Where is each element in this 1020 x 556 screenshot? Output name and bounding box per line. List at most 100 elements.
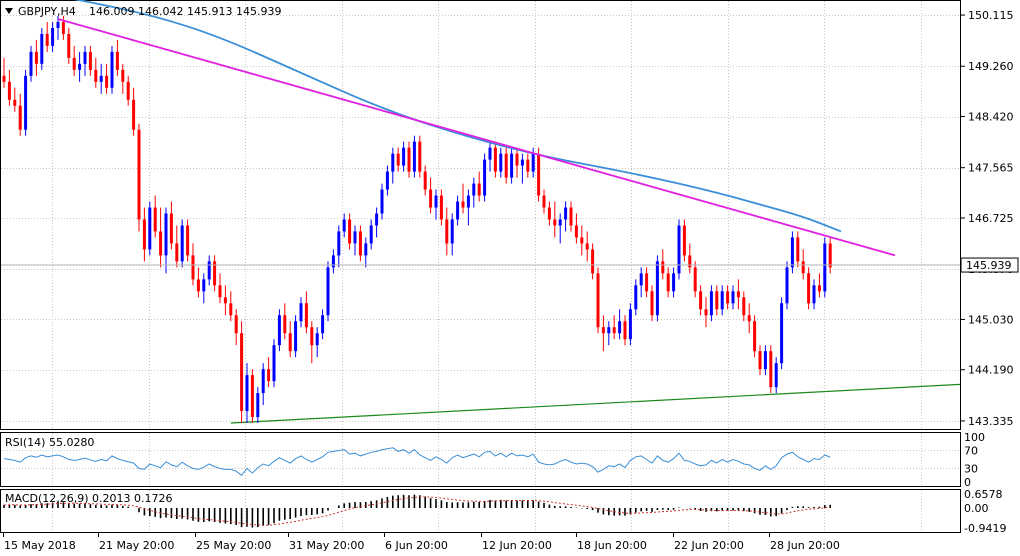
candle <box>277 309 281 352</box>
candle-body <box>774 363 778 388</box>
dropdown-triangle-icon[interactable] <box>5 8 13 14</box>
candle-body <box>164 213 168 256</box>
candle-body <box>439 195 443 220</box>
candle <box>34 39 38 76</box>
candle <box>553 201 557 238</box>
candle-body <box>218 285 222 298</box>
candle-body <box>515 153 519 166</box>
candle <box>148 201 152 256</box>
candle <box>693 261 697 298</box>
candle <box>558 213 562 244</box>
candle <box>213 255 217 292</box>
candle <box>72 45 76 76</box>
candle <box>331 249 335 274</box>
candle-body <box>29 51 33 76</box>
candle <box>828 237 832 274</box>
candle-body <box>493 147 497 172</box>
candle-body <box>461 201 465 208</box>
candle <box>83 45 87 76</box>
ma-line <box>73 0 842 233</box>
candle <box>191 243 195 286</box>
candle-body <box>596 273 600 328</box>
symbol-timeframe: GBPJPY,H4 <box>18 5 76 18</box>
candle-body <box>24 75 28 130</box>
candle-body <box>342 219 346 232</box>
price-tick-label: 146.725 <box>968 212 1014 225</box>
candle <box>661 249 665 280</box>
candle <box>601 315 605 352</box>
candle-body <box>88 51 92 70</box>
candle <box>256 387 260 424</box>
candle-body <box>499 153 503 172</box>
candle <box>105 63 109 94</box>
candle-body <box>169 213 173 244</box>
candle <box>218 273 222 304</box>
candle-body <box>520 159 524 166</box>
candle <box>24 69 28 136</box>
candle <box>385 165 389 196</box>
candle-body <box>153 207 157 232</box>
candle-body <box>466 195 470 208</box>
candle-body <box>812 285 816 304</box>
candle-body <box>142 219 146 250</box>
candle <box>196 267 200 298</box>
candle-body <box>434 195 438 208</box>
candle <box>456 195 460 226</box>
candle <box>591 243 595 280</box>
candle <box>612 315 616 340</box>
candle-body <box>83 51 87 64</box>
candle-body <box>331 255 335 268</box>
candle-body <box>801 261 805 274</box>
candle-body <box>672 273 676 292</box>
candle <box>115 39 119 76</box>
candle-body <box>396 153 400 166</box>
candle-body <box>148 207 152 250</box>
candle-body <box>645 273 649 292</box>
candle-body <box>369 225 373 244</box>
macd-tick-label: 0.6578 <box>964 488 1003 501</box>
candle-body <box>2 75 6 82</box>
candle <box>132 87 136 136</box>
candle <box>2 57 6 88</box>
candle <box>645 267 649 298</box>
candle-body <box>34 51 38 64</box>
candle-body <box>661 261 665 274</box>
candle <box>618 309 622 340</box>
candle-body <box>126 81 130 100</box>
candle-body <box>450 219 454 244</box>
candle <box>288 321 292 358</box>
macd-tick-label: 0.00 <box>964 502 989 515</box>
candle <box>402 141 406 172</box>
candle <box>353 225 357 256</box>
candle <box>337 225 341 268</box>
candle-body <box>634 285 638 310</box>
price-tick-label: 148.420 <box>968 111 1014 124</box>
candle-body <box>61 21 65 34</box>
candle <box>542 189 546 214</box>
candle-body <box>299 303 303 322</box>
price-tick-label: 145.030 <box>968 313 1014 326</box>
candle-body <box>731 291 735 304</box>
candle <box>747 303 751 334</box>
candle-body <box>558 219 562 226</box>
candle-body <box>769 351 773 388</box>
time-tick-label: 21 May 20:00 <box>99 539 174 552</box>
candle <box>380 183 384 220</box>
candle <box>88 45 92 76</box>
candle-body <box>234 315 238 334</box>
candle <box>510 147 514 184</box>
candle-body <box>18 105 22 130</box>
candle <box>67 27 71 64</box>
time-tick-label: 6 Jun 20:00 <box>385 539 448 552</box>
candle-body <box>412 141 416 172</box>
candle <box>758 345 762 376</box>
candle-body <box>7 81 11 100</box>
candle-body <box>256 393 260 418</box>
candle-body <box>223 297 227 304</box>
chart-header: GBPJPY,H4 146.009 146.042 145.913 145.93… <box>5 5 281 18</box>
candle-body <box>72 57 76 70</box>
candle <box>574 213 578 244</box>
candle <box>628 303 632 346</box>
candle <box>607 321 611 346</box>
